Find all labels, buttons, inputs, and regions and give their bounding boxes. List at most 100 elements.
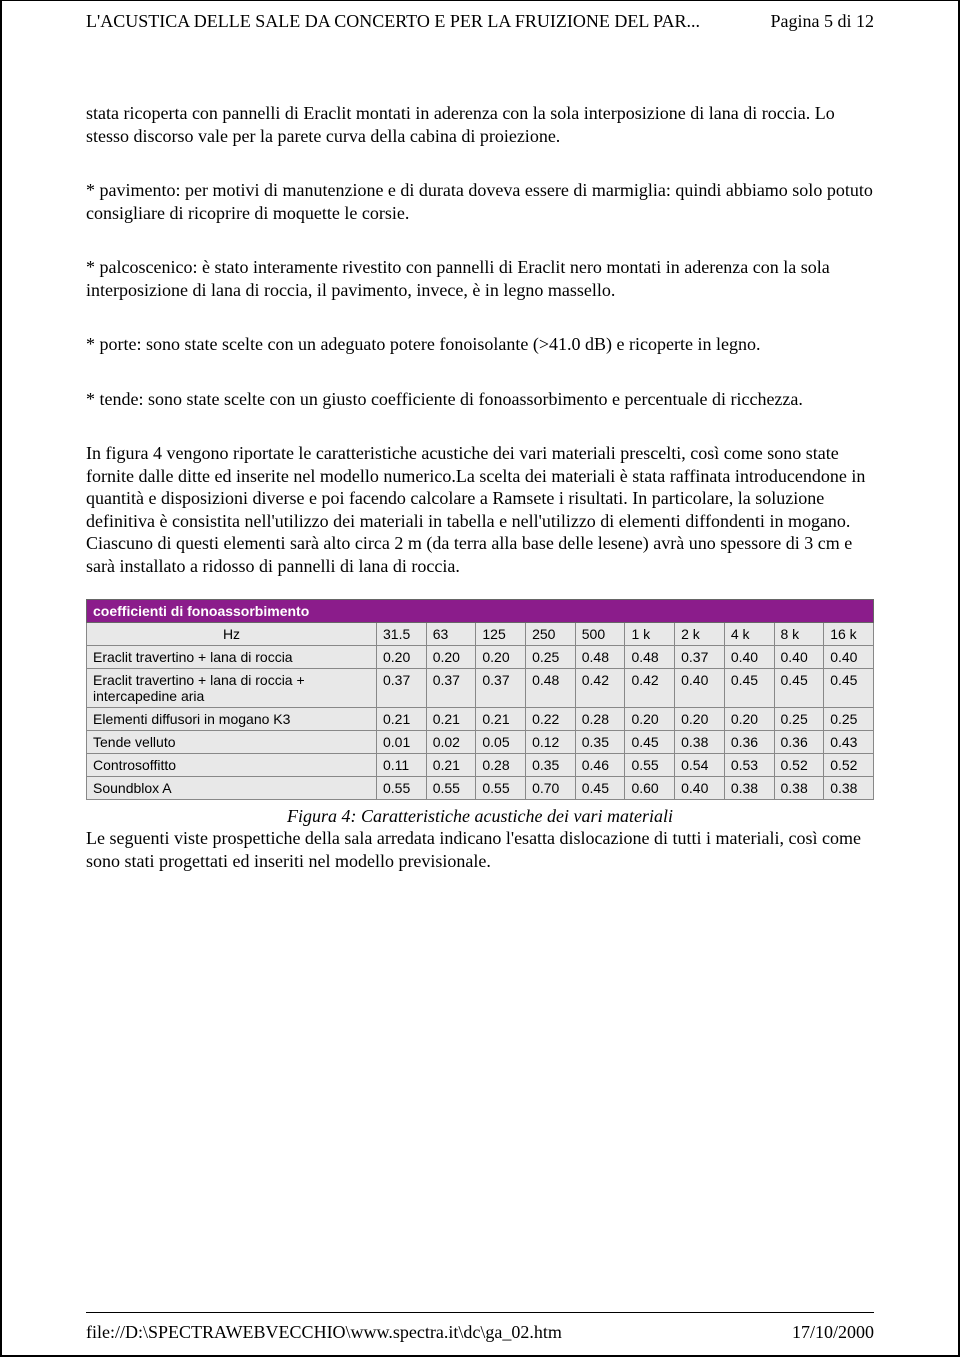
table-row-label: Soundblox A: [87, 777, 377, 800]
table-cell: 0.37: [377, 669, 427, 708]
table-header-row: Hz 31.5 63 125 250 500 1 k 2 k 4 k 8 k 1…: [87, 623, 874, 646]
table-cell: 0.55: [377, 777, 427, 800]
table-cell: 0.38: [724, 777, 774, 800]
table-cell: 0.38: [774, 777, 824, 800]
table-cell: 0.25: [526, 646, 576, 669]
paragraph: * porte: sono state scelte con un adegua…: [86, 333, 874, 356]
paragraph: * tende: sono state scelte con un giusto…: [86, 388, 874, 411]
coefficients-table-wrap: coefficienti di fonoassorbimento Hz 31.5…: [86, 599, 874, 827]
table-cell: 0.55: [426, 777, 476, 800]
page: L'ACUSTICA DELLE SALE DA CONCERTO E PER …: [0, 0, 960, 1357]
table-cell: 0.40: [675, 669, 725, 708]
table-row: Eraclit travertino + lana di roccia 0.20…: [87, 646, 874, 669]
table-cell: 0.28: [575, 708, 625, 731]
table-col-header: 63: [426, 623, 476, 646]
table-col-header: 250: [526, 623, 576, 646]
table-cell: 0.21: [377, 708, 427, 731]
table-row: Soundblox A 0.55 0.55 0.55 0.70 0.45 0.6…: [87, 777, 874, 800]
table-cell: 0.20: [724, 708, 774, 731]
table-cell: 0.38: [675, 731, 725, 754]
table-cell: 0.36: [724, 731, 774, 754]
content: stata ricoperta con pannelli di Eraclit …: [86, 32, 874, 872]
footer-divider: [86, 1312, 874, 1313]
table-cell: 0.48: [526, 669, 576, 708]
table-cell: 0.25: [824, 708, 874, 731]
table-cell: 0.55: [476, 777, 526, 800]
table-title-row: coefficienti di fonoassorbimento: [87, 600, 874, 623]
table-cell: 0.37: [675, 646, 725, 669]
table-cell: 0.20: [476, 646, 526, 669]
table-cell: 0.53: [724, 754, 774, 777]
table-row-label: Elementi diffusori in mogano K3: [87, 708, 377, 731]
table-cell: 0.40: [724, 646, 774, 669]
table-cell: 0.60: [625, 777, 675, 800]
footer-path: file://D:\SPECTRAWEBVECCHIO\www.spectra.…: [86, 1322, 562, 1343]
table-cell: 0.43: [824, 731, 874, 754]
header-title: L'ACUSTICA DELLE SALE DA CONCERTO E PER …: [86, 11, 700, 32]
table-cell: 0.42: [625, 669, 675, 708]
paragraph: stata ricoperta con pannelli di Eraclit …: [86, 102, 874, 147]
table-cell: 0.25: [774, 708, 824, 731]
coefficients-table: coefficienti di fonoassorbimento Hz 31.5…: [86, 599, 874, 800]
table-cell: 0.35: [575, 731, 625, 754]
table-cell: 0.21: [476, 708, 526, 731]
table-cell: 0.45: [724, 669, 774, 708]
header: L'ACUSTICA DELLE SALE DA CONCERTO E PER …: [86, 1, 874, 32]
table-cell: 0.05: [476, 731, 526, 754]
table-cell: 0.46: [575, 754, 625, 777]
table-col-header: 2 k: [675, 623, 725, 646]
table-row: Elementi diffusori in mogano K3 0.21 0.2…: [87, 708, 874, 731]
table-cell: 0.54: [675, 754, 725, 777]
table-cell: 0.48: [625, 646, 675, 669]
table-cell: 0.20: [377, 646, 427, 669]
table-cell: 0.37: [476, 669, 526, 708]
table-cell: 0.52: [824, 754, 874, 777]
table-cell: 0.36: [774, 731, 824, 754]
table-row: Eraclit travertino + lana di roccia + in…: [87, 669, 874, 708]
table-col-header: 125: [476, 623, 526, 646]
paragraph: In figura 4 vengono riportate le caratte…: [86, 442, 874, 577]
table-row: Tende velluto 0.01 0.02 0.05 0.12 0.35 0…: [87, 731, 874, 754]
table-col-header: 1 k: [625, 623, 675, 646]
table-cell: 0.42: [575, 669, 625, 708]
paragraph: * palcoscenico: è stato interamente rive…: [86, 256, 874, 301]
table-cell: 0.12: [526, 731, 576, 754]
table-col-header: 8 k: [774, 623, 824, 646]
table-cell: 0.45: [625, 731, 675, 754]
table-cell: 0.40: [774, 646, 824, 669]
table-cell: 0.28: [476, 754, 526, 777]
table-cell: 0.38: [824, 777, 874, 800]
table-col-header: 16 k: [824, 623, 874, 646]
header-pagination: Pagina 5 di 12: [771, 11, 875, 32]
table-cell: 0.21: [426, 708, 476, 731]
table-cell: 0.20: [675, 708, 725, 731]
table-cell: 0.55: [625, 754, 675, 777]
paragraph: * pavimento: per motivi di manutenzione …: [86, 179, 874, 224]
table-row: Controsoffitto 0.11 0.21 0.28 0.35 0.46 …: [87, 754, 874, 777]
table-title: coefficienti di fonoassorbimento: [87, 600, 874, 623]
table-cell: 0.52: [774, 754, 824, 777]
table-cell: 0.01: [377, 731, 427, 754]
table-cell: 0.21: [426, 754, 476, 777]
table-cell: 0.11: [377, 754, 427, 777]
table-cell: 0.48: [575, 646, 625, 669]
table-header-label: Hz: [87, 623, 377, 646]
table-cell: 0.22: [526, 708, 576, 731]
table-cell: 0.40: [824, 646, 874, 669]
table-cell: 0.20: [625, 708, 675, 731]
table-col-header: 4 k: [724, 623, 774, 646]
paragraph: Le seguenti viste prospettiche della sal…: [86, 827, 874, 872]
table-cell: 0.20: [426, 646, 476, 669]
table-cell: 0.45: [575, 777, 625, 800]
table-cell: 0.37: [426, 669, 476, 708]
footer-date: 17/10/2000: [792, 1322, 874, 1343]
table-cell: 0.40: [675, 777, 725, 800]
table-row-label: Eraclit travertino + lana di roccia + in…: [87, 669, 377, 708]
table-col-header: 31.5: [377, 623, 427, 646]
table-col-header: 500: [575, 623, 625, 646]
table-cell: 0.02: [426, 731, 476, 754]
table-cell: 0.35: [526, 754, 576, 777]
footer: file://D:\SPECTRAWEBVECCHIO\www.spectra.…: [86, 1322, 874, 1343]
table-cell: 0.70: [526, 777, 576, 800]
table-cell: 0.45: [824, 669, 874, 708]
